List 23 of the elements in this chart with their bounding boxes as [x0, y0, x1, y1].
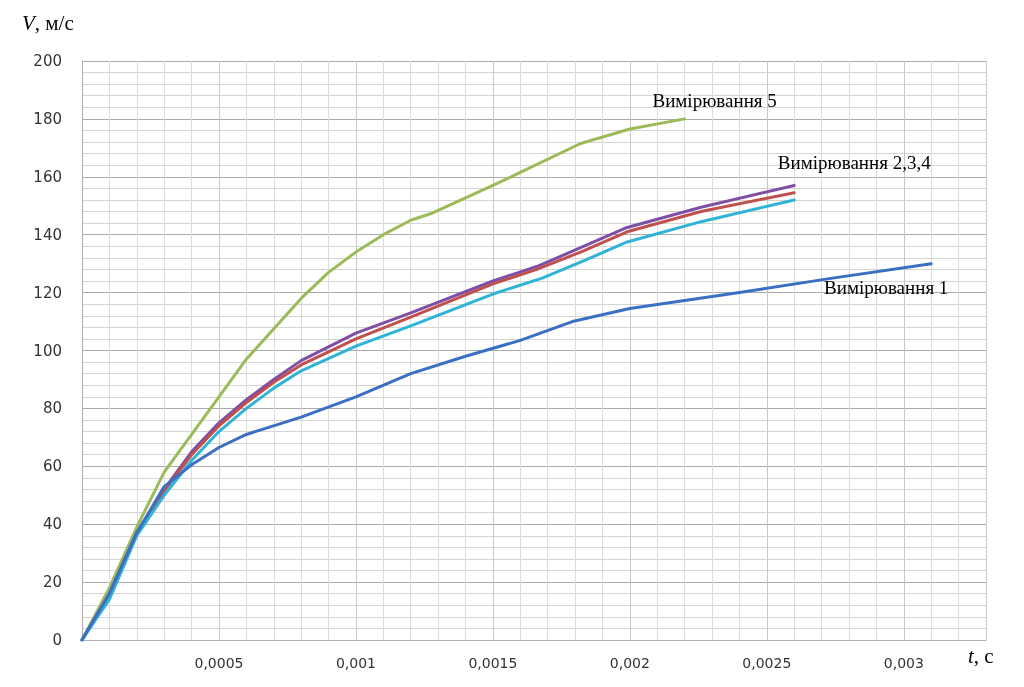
- series-label: Вимірювання 1: [824, 276, 949, 298]
- y-tick-label: 180: [33, 109, 62, 128]
- x-tick-label: 0,001: [335, 655, 376, 671]
- y-tick-label: 140: [33, 225, 62, 244]
- y-tick-label: 120: [33, 283, 62, 302]
- y-tick-label: 0: [52, 631, 62, 649]
- y-axis-title: V, м/с: [22, 10, 74, 35]
- x-tick-label: 0,0025: [742, 655, 792, 671]
- y-tick-label: 40: [42, 515, 62, 534]
- series-label: Вимірювання 2,3,4: [777, 152, 932, 174]
- x-tick-label: 0,003: [883, 655, 924, 671]
- x-tick-label: 0,002: [609, 655, 650, 671]
- y-tick-label: 100: [33, 341, 62, 360]
- y-tick-label: 20: [42, 573, 62, 592]
- line-series: [80, 262, 933, 642]
- x-tick-label: 0,0005: [194, 655, 244, 671]
- y-tick-label: 80: [42, 399, 62, 418]
- y-tick-label: 60: [42, 457, 62, 476]
- x-axis-title: t, c: [968, 643, 994, 668]
- y-tick-label: 200: [33, 52, 62, 70]
- series-label: Вимірювання 5: [652, 89, 777, 111]
- y-tick-label: 160: [33, 167, 62, 186]
- x-tick-label: 0,0015: [468, 655, 518, 671]
